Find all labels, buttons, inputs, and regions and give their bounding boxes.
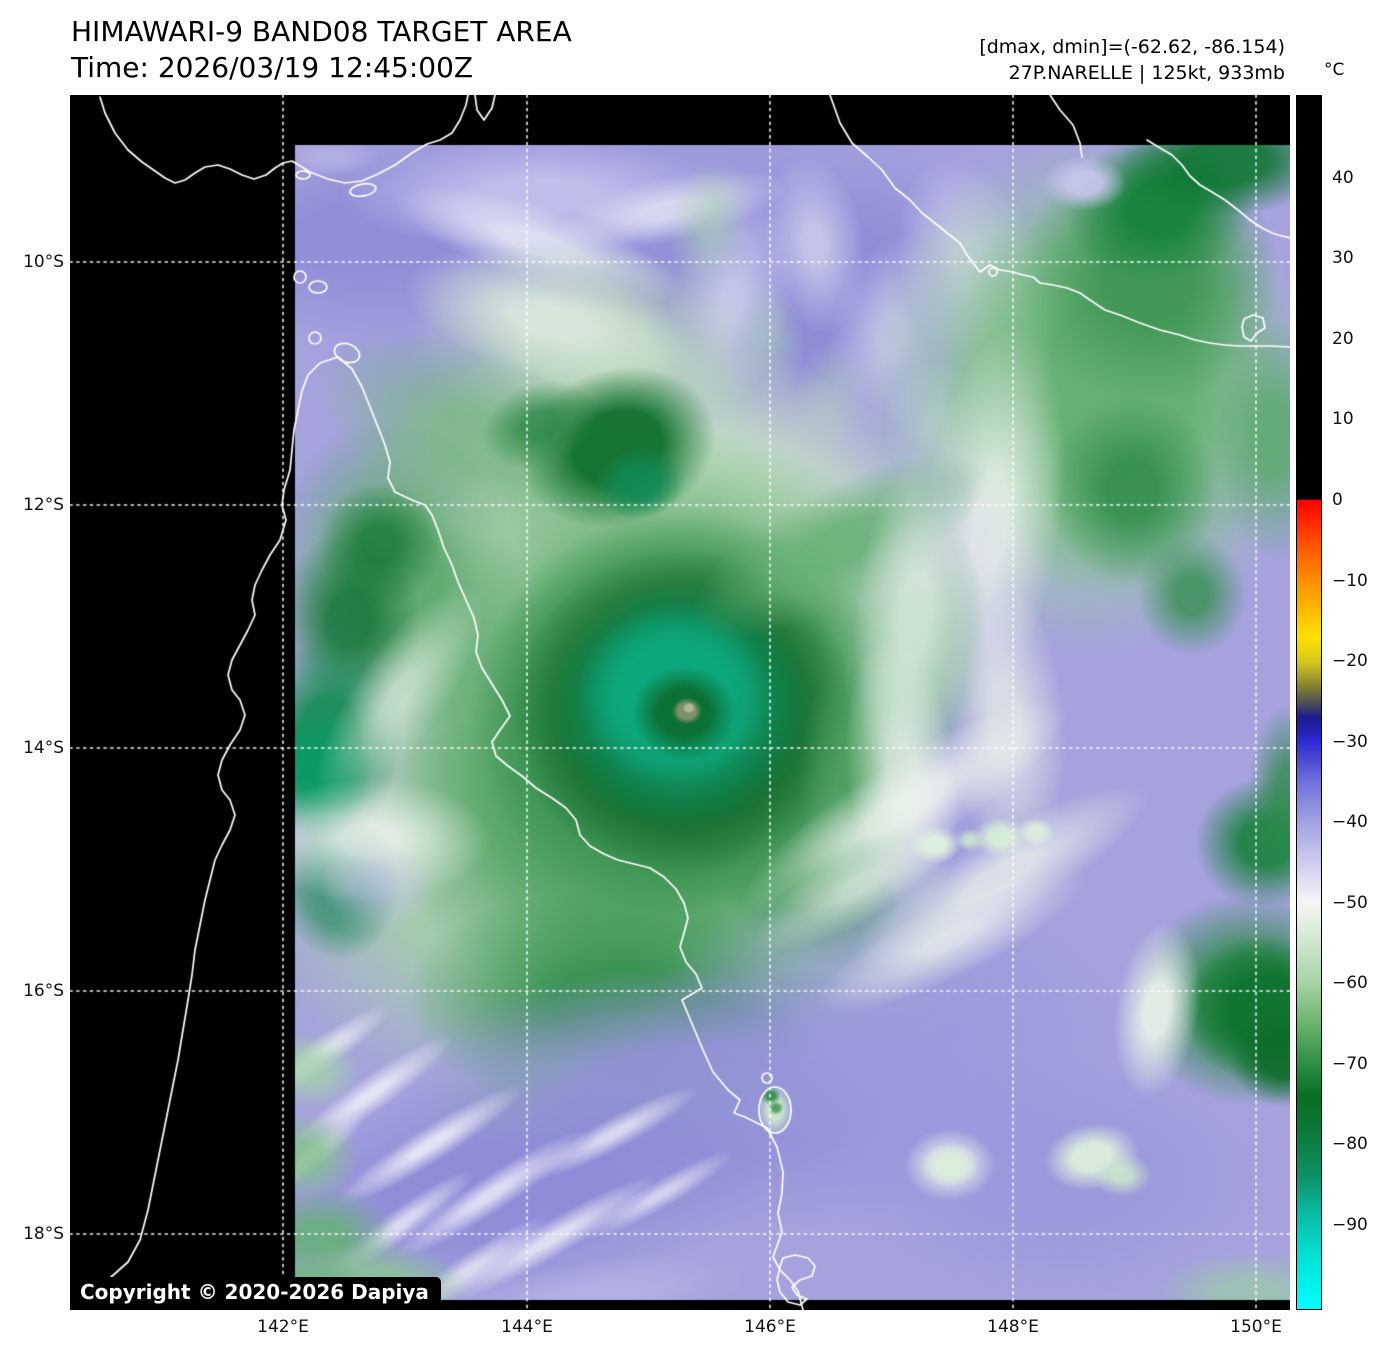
lat-tick-label: 12°S <box>23 495 64 515</box>
colorbar-tick-label: 10 <box>1332 409 1354 430</box>
lat-tick-label: 14°S <box>23 738 64 758</box>
lon-tick-label: 142°E <box>257 1317 309 1337</box>
plot-title: HIMAWARI-9 BAND08 TARGET AREA Time: 2026/… <box>71 14 572 86</box>
colorbar-tick-label: −30 <box>1332 731 1368 752</box>
copyright-badge: Copyright © 2020-2026 Dapiya <box>70 1277 441 1309</box>
info-line2: 27P.NARELLE | 125kt, 933mb <box>1008 62 1285 84</box>
colorbar-tick-label: 0 <box>1332 490 1343 510</box>
lon-tick-label: 148°E <box>987 1317 1039 1337</box>
lat-tick-label: 10°S <box>23 252 64 272</box>
colorbar-tick-label: −40 <box>1332 812 1368 833</box>
storm-info: [dmax, dmin]=(-62.62, -86.154) 27P.NARELL… <box>979 34 1285 86</box>
lon-tick-label: 150°E <box>1230 1317 1282 1337</box>
lat-tick-label: 16°S <box>23 981 64 1001</box>
colorbar-tick-label: −90 <box>1332 1214 1368 1235</box>
info-line1: [dmax, dmin]=(-62.62, -86.154) <box>979 36 1285 58</box>
colorbar-tick-label: −10 <box>1332 570 1368 591</box>
colorbar-tick-label: −80 <box>1332 1134 1368 1155</box>
lon-tick-label: 144°E <box>501 1317 553 1337</box>
lon-tick-label: 146°E <box>744 1317 796 1337</box>
colorbar-unit-label: °C <box>1324 60 1345 80</box>
title-line1: HIMAWARI-9 BAND08 TARGET AREA <box>71 15 572 48</box>
colorbar-tick-label: −70 <box>1332 1053 1368 1074</box>
colorbar-tick-label: 30 <box>1332 248 1354 269</box>
colorbar <box>1296 95 1322 1310</box>
colorbar-tick-label: 40 <box>1332 167 1354 188</box>
colorbar-tick-label: −50 <box>1332 892 1368 913</box>
lat-tick-label: 18°S <box>23 1224 64 1244</box>
colorbar-tick-label: 20 <box>1332 328 1354 349</box>
satellite-map-canvas <box>70 95 1290 1310</box>
colorbar-tick-label: −60 <box>1332 973 1368 994</box>
colorbar-tick-label: −20 <box>1332 651 1368 672</box>
title-line2: Time: 2026/03/19 12:45:00Z <box>71 51 474 84</box>
